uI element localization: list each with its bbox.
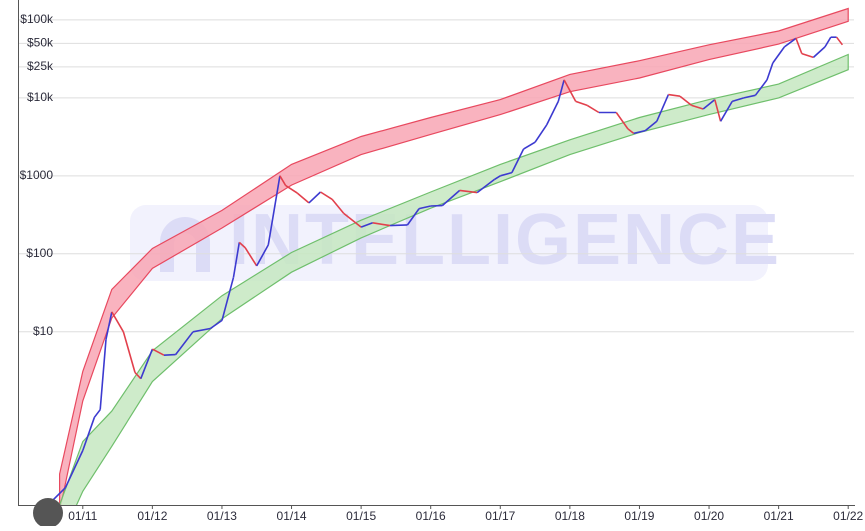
y-tick-label: $10: [33, 324, 53, 338]
price-segment: [587, 105, 599, 112]
price-segment: [164, 355, 176, 356]
price-segment: [112, 312, 124, 332]
y-tick-label: $100k: [20, 12, 54, 26]
price-segment: [321, 192, 333, 199]
y-tick-label: $1000: [20, 168, 54, 182]
y-tick-label: $10k: [27, 90, 54, 104]
x-tick-label: 01/22: [833, 509, 863, 523]
corner-icon: [33, 498, 63, 526]
price-segment: [94, 410, 100, 418]
x-tick-label: 01/18: [555, 509, 585, 523]
y-tick-label: $25k: [27, 59, 54, 73]
price-segment: [767, 63, 773, 80]
price-segment: [773, 47, 785, 63]
price-segment: [123, 332, 135, 373]
x-tick-label: 01/20: [694, 509, 724, 523]
x-tick-label: 01/13: [207, 509, 237, 523]
watermark: INTELLIGENCE: [229, 200, 781, 280]
x-tick-label: 01/16: [416, 509, 446, 523]
price-segment: [813, 47, 825, 58]
price-segment: [286, 186, 298, 194]
x-tick-label: 01/12: [137, 509, 167, 523]
price-segment: [547, 101, 559, 125]
x-tick-label: 01/14: [277, 509, 307, 523]
price-segment: [524, 142, 536, 149]
price-segment: [796, 38, 802, 53]
y-tick-label: $50k: [27, 36, 54, 50]
x-tick-label: 01/11: [68, 509, 97, 523]
x-tick-label: 01/21: [764, 509, 794, 523]
y-tick-label: $100: [26, 246, 53, 260]
price-segment: [668, 95, 680, 97]
price-segment: [535, 125, 547, 142]
x-tick-label: 01/15: [346, 509, 376, 523]
x-tick-label: 01/19: [624, 509, 654, 523]
price-segment: [390, 225, 407, 226]
price-segment: [825, 37, 831, 47]
price-segment: [576, 101, 588, 105]
x-tick-label: 01/17: [485, 509, 515, 523]
price-segment: [802, 54, 814, 58]
